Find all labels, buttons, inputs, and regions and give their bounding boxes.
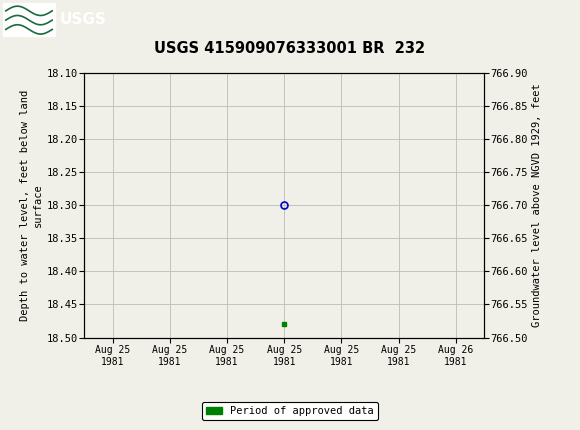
- Y-axis label: Depth to water level, feet below land
surface: Depth to water level, feet below land su…: [20, 90, 42, 321]
- Y-axis label: Groundwater level above NGVD 1929, feet: Groundwater level above NGVD 1929, feet: [532, 83, 542, 327]
- Text: USGS: USGS: [60, 12, 107, 27]
- Legend: Period of approved data: Period of approved data: [202, 402, 378, 421]
- Bar: [3, 3, 55, 36]
- Text: USGS 415909076333001 BR  232: USGS 415909076333001 BR 232: [154, 41, 426, 56]
